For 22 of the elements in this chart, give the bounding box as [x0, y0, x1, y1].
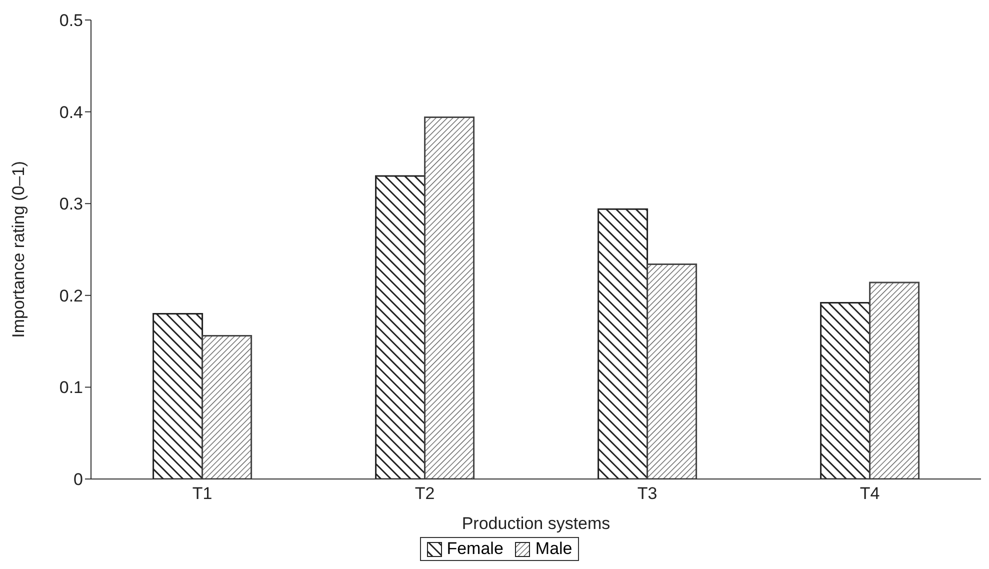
bar	[375, 175, 426, 479]
x-tick-label: T4	[860, 484, 880, 504]
legend-label: Male	[535, 539, 572, 559]
y-tick-label: 0.5	[59, 11, 83, 30]
bar	[869, 282, 920, 479]
y-tick-label: 0.2	[59, 286, 83, 306]
bar	[152, 313, 204, 479]
x-tick-label: T1	[192, 484, 212, 504]
y-tick-label: 0	[74, 470, 83, 490]
x-axis-title: Production systems	[462, 514, 610, 533]
bar	[202, 335, 252, 479]
x-tick-label: T2	[414, 484, 435, 504]
y-tick-label: 0.3	[59, 194, 83, 214]
bar	[424, 116, 475, 479]
y-tick-label: 0.4	[59, 102, 83, 122]
y-axis-title: Importance rating (0–1)	[9, 161, 28, 338]
bar	[598, 208, 648, 479]
bar	[646, 263, 698, 479]
y-tick-label: 0.1	[59, 378, 83, 398]
legend-label: Female	[446, 539, 504, 559]
x-tick-label: T3	[637, 484, 658, 504]
bar	[820, 302, 871, 479]
